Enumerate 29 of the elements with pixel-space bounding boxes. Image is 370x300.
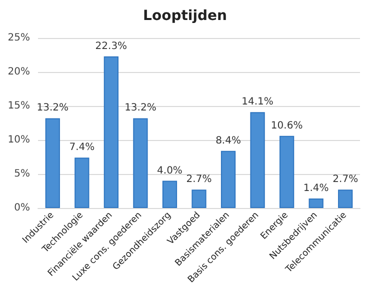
- bar: [162, 180, 178, 208]
- y-tick-label: 10%: [8, 134, 30, 146]
- bar: [104, 56, 118, 208]
- bar: [45, 118, 60, 208]
- bar: [308, 198, 324, 208]
- data-label: 7.4%: [69, 142, 95, 154]
- data-label: 2.7%: [186, 174, 212, 186]
- data-label: 1.4%: [303, 182, 329, 194]
- y-tick-label: 20%: [8, 66, 30, 78]
- y-tick-label: 5%: [14, 168, 30, 180]
- bar: [74, 158, 90, 208]
- data-label: 4.0%: [157, 165, 182, 176]
- data-label: 14.1%: [242, 96, 274, 108]
- bar: [220, 150, 236, 208]
- data-label: 13.2%: [124, 102, 156, 114]
- chart-title: Looptijden: [143, 8, 227, 24]
- y-tick-label: 0%: [14, 202, 30, 214]
- bar: [280, 136, 294, 208]
- y-tick-label: 15%: [8, 100, 30, 112]
- bar: [192, 190, 206, 208]
- data-label: 10.6%: [270, 120, 303, 132]
- bar: [338, 190, 353, 208]
- data-label: 8.4%: [216, 135, 241, 146]
- data-label: 13.2%: [36, 102, 69, 114]
- data-label: 22.3%: [95, 40, 128, 52]
- y-tick-label: 25%: [8, 32, 30, 44]
- bar: [133, 118, 148, 208]
- bar: [250, 112, 265, 208]
- data-label: 2.7%: [332, 174, 358, 186]
